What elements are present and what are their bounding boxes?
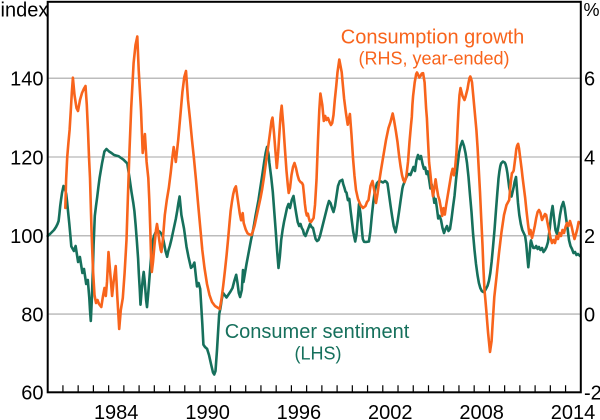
svg-text:1996: 1996 [277,402,322,420]
svg-text:60: 60 [21,383,43,405]
svg-text:%: % [584,0,600,20]
svg-text:120: 120 [10,147,43,169]
svg-text:4: 4 [584,147,595,169]
svg-text:Consumption growth: Consumption growth [341,27,524,49]
svg-text:140: 140 [10,69,43,91]
svg-text:1990: 1990 [185,402,230,420]
svg-text:2008: 2008 [459,402,504,420]
svg-text:(RHS, year-ended): (RHS, year-ended) [358,49,509,69]
svg-text:2002: 2002 [368,402,413,420]
svg-text:-2: -2 [584,383,600,405]
svg-text:2014: 2014 [551,402,596,420]
svg-text:80: 80 [21,304,43,326]
svg-text:index: index [1,0,49,22]
svg-text:6: 6 [584,69,595,91]
svg-text:2: 2 [584,226,595,248]
svg-text:(LHS): (LHS) [294,344,341,364]
svg-text:100: 100 [10,226,43,248]
svg-text:1984: 1984 [94,402,139,420]
svg-text:Consumer sentiment: Consumer sentiment [225,321,410,343]
svg-text:0: 0 [584,304,595,326]
